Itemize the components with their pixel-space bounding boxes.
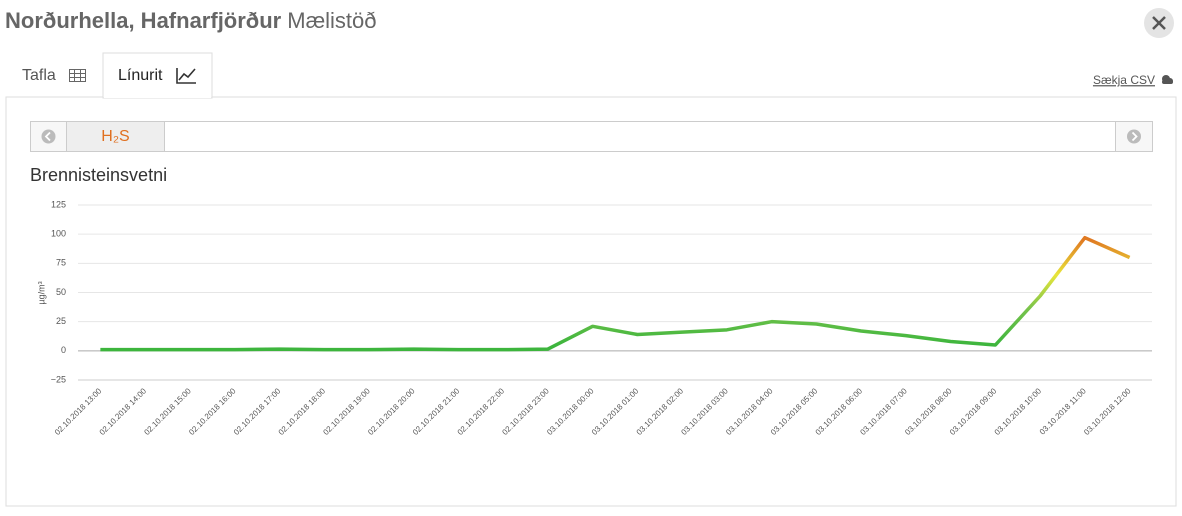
y-tick-label: 75	[56, 258, 66, 268]
x-tick-label: 03.10.2018 01:00	[590, 386, 641, 437]
x-tick-label: 02.10.2018 14:00	[98, 386, 149, 437]
station-name: Norðurhella, Hafnarfjörður	[5, 8, 282, 33]
y-tick-label: 25	[56, 316, 66, 326]
y-tick-label: −25	[51, 374, 66, 384]
x-tick-label: 03.10.2018 05:00	[769, 386, 820, 437]
pollutant-selector	[30, 121, 1153, 152]
data-line	[100, 235, 1131, 352]
tab[interactable]: Tafla	[22, 67, 56, 84]
x-tick-label: 03.10.2018 03:00	[679, 386, 730, 437]
x-tick-label: 02.10.2018 22:00	[456, 386, 507, 437]
pollutant-button[interactable]	[66, 121, 165, 152]
x-tick-label: 02.10.2018 19:00	[321, 386, 372, 437]
active-tab[interactable]	[102, 52, 213, 99]
x-tick-label: 03.10.2018 12:00	[1082, 386, 1133, 437]
chart-title: Brennisteinsvetni	[30, 165, 167, 185]
panel	[5, 96, 1177, 507]
cloud-icon	[1162, 75, 1173, 84]
x-tick-label: 03.10.2018 11:00	[1038, 386, 1088, 436]
x-tick-label: 03.10.2018 00:00	[545, 386, 596, 437]
y-tick-label: 50	[56, 287, 66, 297]
x-tick-label: 02.10.2018 20:00	[366, 386, 417, 437]
close-button[interactable]	[1144, 8, 1174, 38]
header: Norðurhella, Hafnarfjörður Mælistöð	[5, 8, 377, 33]
x-tick-label: 02.10.2018 17:00	[232, 386, 283, 437]
table-icon	[69, 69, 86, 82]
x-tick-label: 03.10.2018 10:00	[993, 386, 1044, 437]
y-tick-label: 100	[51, 229, 66, 239]
y-tick-label: 125	[51, 199, 66, 209]
x-tick-label: 02.10.2018 18:00	[277, 386, 328, 437]
download-link[interactable]: Sækja CSV	[1093, 73, 1155, 87]
station-type: Mælistöð	[287, 8, 376, 33]
tab[interactable]: Línurit	[118, 67, 163, 84]
x-tick-label: 02.10.2018 21:00	[411, 386, 462, 437]
x-tick-label: 02.10.2018 23:00	[500, 386, 551, 437]
x-tick-label: 03.10.2018 04:00	[724, 386, 775, 437]
y-tick-label: 0	[61, 345, 66, 355]
x-tick-label: 03.10.2018 08:00	[903, 386, 954, 437]
x-tick-label: 02.10.2018 16:00	[187, 386, 238, 437]
x-tick-label: 02.10.2018 15:00	[142, 386, 193, 437]
x-tick-label: 03.10.2018 02:00	[635, 386, 686, 437]
x-tick-label: 02.10.2018 13:00	[53, 386, 104, 437]
x-tick-label: 03.10.2018 07:00	[858, 386, 909, 437]
x-tick-label: 03.10.2018 06:00	[814, 386, 865, 437]
x-tick-label: 03.10.2018 09:00	[948, 386, 999, 437]
y-axis-label: µg/m³	[36, 281, 46, 304]
chart-icon	[176, 68, 196, 84]
pollutant-label[interactable]: H₂S	[101, 128, 129, 145]
